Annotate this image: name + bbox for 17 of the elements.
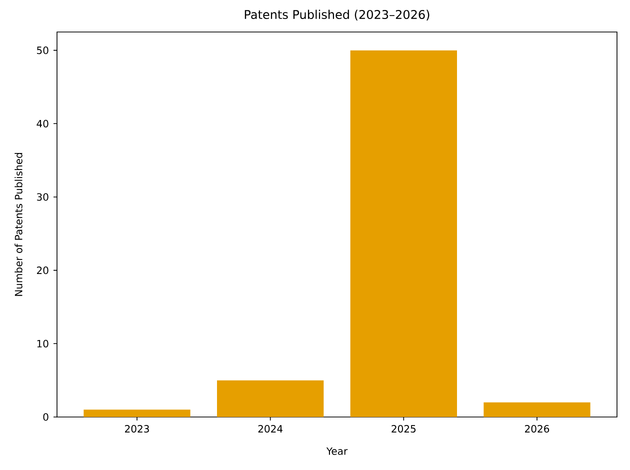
y-tick-label: 10 <box>37 340 48 348</box>
x-tick-label: 2026 <box>525 425 550 433</box>
bar <box>217 380 324 417</box>
y-axis-title: Number of Patents Published <box>14 153 22 296</box>
bar <box>350 50 457 417</box>
y-tick-label: 0 <box>43 413 48 421</box>
x-tick-label: 2025 <box>392 425 416 433</box>
chart-title: Patents Published (2023–2026) <box>244 10 430 20</box>
x-axis-title: Year <box>326 447 348 455</box>
x-tick-label: 2024 <box>258 425 282 433</box>
y-tick-label: 20 <box>36 266 48 274</box>
y-tick-label: 30 <box>37 193 48 201</box>
bar <box>84 410 190 417</box>
x-tick-label: 2023 <box>125 425 149 433</box>
y-tick-label: 50 <box>37 46 48 54</box>
y-tick-label: 40 <box>36 120 48 128</box>
bar <box>484 402 590 417</box>
